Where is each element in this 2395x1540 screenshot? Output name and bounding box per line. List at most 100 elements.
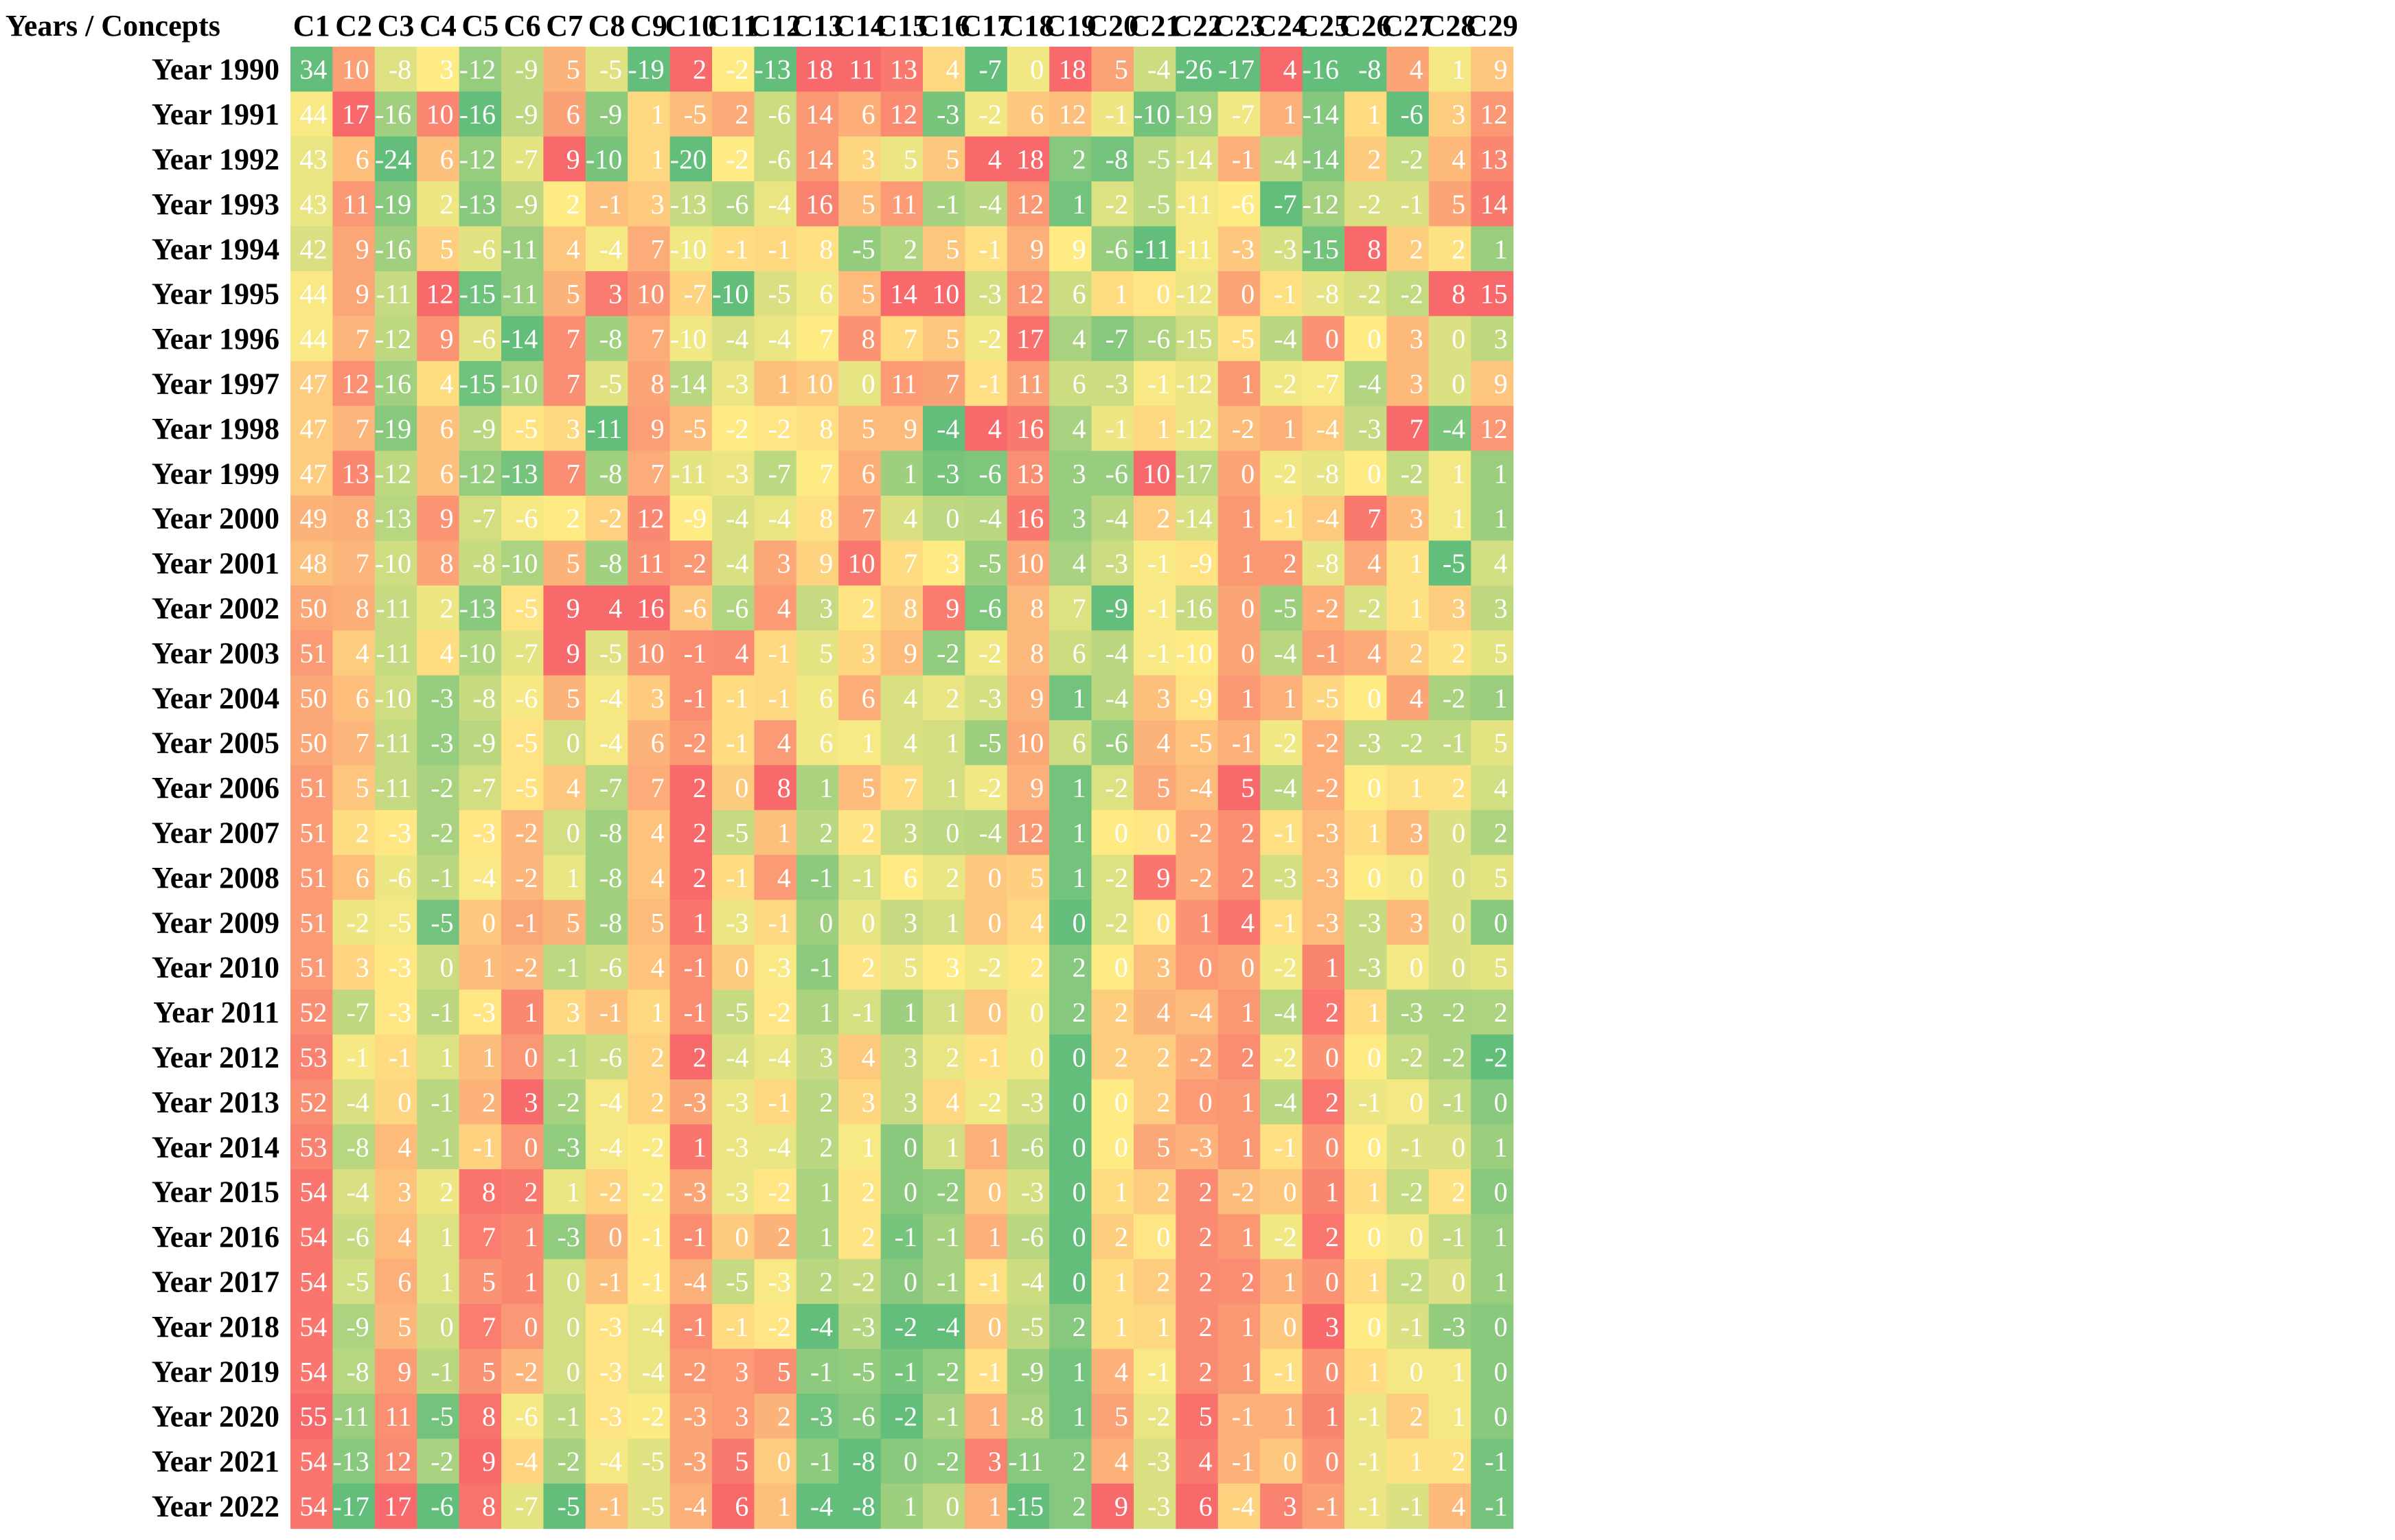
cell-value-label: 1 [1073, 818, 1086, 849]
cell-value-label: -1 [810, 1356, 833, 1387]
column-header-c16: C16 [918, 9, 970, 43]
cell-value-label: 47 [299, 369, 327, 400]
cell-value-label: 2 [777, 1221, 791, 1252]
cell-value-label: 0 [988, 907, 1002, 938]
cell-value-label: -2 [1274, 458, 1296, 489]
cell-value-label: -7 [599, 772, 622, 803]
cell-value-label: 5 [1199, 1401, 1213, 1432]
cell-value-label: 54 [299, 1356, 327, 1387]
heatmap-cell [1302, 585, 1345, 631]
cell-value-label: 17 [342, 99, 369, 130]
heatmap-cell [712, 675, 755, 721]
cell-value-label: -2 [431, 818, 453, 849]
heatmap-cell [290, 675, 333, 721]
cell-value-label: -1 [1358, 1087, 1381, 1118]
cell-value-label: 0 [1410, 1356, 1423, 1387]
cell-value-label: -6 [431, 1491, 453, 1522]
cell-value-label: 9 [651, 413, 665, 444]
heatmap-cell [1049, 271, 1092, 317]
cell-value-label: 7 [946, 369, 959, 400]
cell-value-label: -1 [726, 728, 748, 759]
heatmap-cell [585, 675, 628, 721]
heatmap-cell [290, 136, 333, 182]
heatmap-cell [712, 360, 755, 406]
cell-value-label: 1 [1494, 503, 1508, 534]
cell-value-label: -5 [515, 772, 538, 803]
cell-value-label: 9 [1030, 682, 1044, 713]
cell-value-label: 12 [1016, 279, 1044, 310]
heatmap-cell [838, 226, 882, 272]
cell-value-label: 54 [299, 1446, 327, 1477]
row-header: Year 2009 [152, 906, 279, 939]
cell-value-label: 1 [651, 144, 665, 175]
cell-value-label: -4 [726, 323, 748, 354]
cell-value-label: 5 [904, 952, 917, 983]
heatmap-cell [1260, 406, 1303, 452]
heatmap-cell [290, 406, 333, 452]
cell-value-label: -9 [1189, 548, 1212, 579]
heatmap-cell [1260, 226, 1303, 272]
heatmap-cell [585, 47, 628, 92]
cell-value-label: 9 [1156, 862, 1170, 893]
heatmap-cell [796, 496, 839, 541]
heatmap-cell [923, 809, 965, 855]
column-header-c17: C17 [960, 9, 1012, 43]
cell-value-label: -3 [1274, 233, 1296, 264]
cell-value-label: -14 [1303, 144, 1339, 175]
heatmap-cell [880, 181, 924, 227]
cell-value-label: -2 [641, 1131, 664, 1162]
heatmap-cell [1091, 809, 1134, 855]
cell-value-label: 3 [651, 189, 665, 220]
cell-value-label: 8 [819, 503, 833, 534]
heatmap-cell [1091, 630, 1134, 676]
cell-value-label: 0 [1283, 1311, 1297, 1342]
cell-value-label: -1 [768, 682, 790, 713]
heatmap-cell [417, 136, 460, 182]
cell-value-label: 2 [1410, 233, 1423, 264]
cell-value-label: 4 [988, 144, 1002, 175]
cell-value-label: -2 [1316, 593, 1339, 624]
heatmap-cell [1007, 945, 1050, 990]
cell-value-label: 1 [1367, 1267, 1381, 1298]
cell-value-label: -3 [852, 1311, 875, 1342]
cell-value-label: -12 [459, 144, 496, 175]
cell-value-label: 6 [566, 99, 580, 130]
heatmap-cell [585, 899, 628, 945]
cell-value-label: -3 [684, 1446, 707, 1477]
heatmap-cell [669, 360, 713, 406]
heatmap-cell [880, 47, 924, 92]
cell-value-label: 2 [1452, 1446, 1465, 1477]
heatmap-cell [1217, 360, 1261, 406]
cell-value-label: -5 [431, 907, 453, 938]
heatmap-cell [796, 271, 839, 317]
heatmap-cell [1176, 226, 1219, 272]
cell-value-label: -2 [1105, 862, 1128, 893]
cell-value-label: -8 [599, 862, 622, 893]
cell-value-label: 2 [566, 503, 580, 534]
cell-value-label: 0 [946, 503, 959, 534]
heatmap-cell [1260, 809, 1303, 855]
cell-value-label: 3 [1410, 503, 1423, 534]
cell-value-label: 44 [299, 323, 327, 354]
cell-value-label: -12 [459, 458, 496, 489]
cell-value-label: 10 [1143, 458, 1170, 489]
heatmap-cell [1344, 226, 1387, 272]
heatmap-cell [1428, 630, 1471, 676]
cell-value-label: -6 [599, 1042, 622, 1073]
heatmap-cell [459, 136, 502, 182]
heatmap-cell [585, 496, 628, 541]
cell-value-label: -9 [1189, 682, 1212, 713]
cell-value-label: -2 [1316, 772, 1339, 803]
column-header-c1: C1 [293, 9, 330, 43]
column-header-c19: C19 [1044, 9, 1097, 43]
cell-value-label: 44 [299, 279, 327, 310]
cell-value-label: -5 [557, 1491, 580, 1522]
cell-value-label: -4 [641, 1311, 664, 1342]
heatmap-cell [501, 855, 544, 901]
cell-value-label: -6 [726, 593, 748, 624]
cell-value-label: -8 [599, 907, 622, 938]
cell-value-label: 10 [805, 369, 833, 400]
heatmap-cell [1049, 540, 1092, 586]
cell-value-label: 0 [1325, 1267, 1339, 1298]
cell-value-label: 0 [524, 1131, 538, 1162]
